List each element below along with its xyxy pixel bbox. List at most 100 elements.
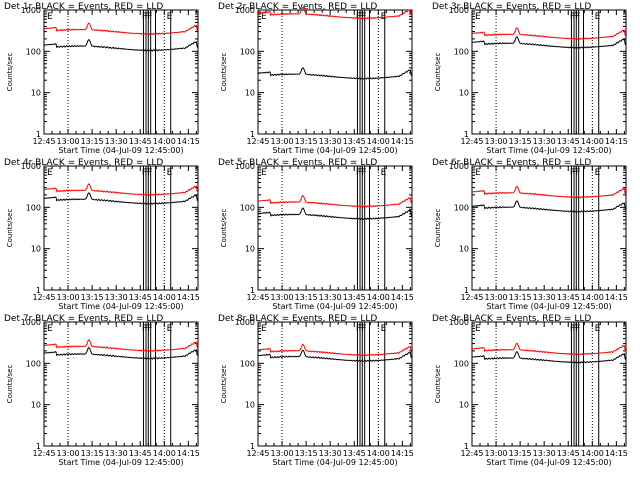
x-tick-label: 14:00 [367,293,390,302]
y-tick-label: 10 [459,401,469,410]
x-tick-label: 13:30 [105,449,128,458]
flag-label: F [142,324,147,334]
y-tick-label: 1 [250,130,255,139]
flag-label: E [47,324,53,334]
panel-title: Det 9r BLACK = Events, RED = LLD [432,314,591,324]
plot-frame [43,165,199,291]
x-tick-label: 14:00 [367,449,390,458]
y-tick-label: 1 [464,286,469,295]
y-tick-label: 100 [240,47,255,56]
flag-label: E [167,12,173,22]
flag-label: F [361,324,366,334]
y-tick-label: 1000 [235,318,255,327]
y-tick-label: 100 [240,359,255,368]
x-tick-label: 13:00 [57,449,80,458]
x-tick-label: 13:15 [509,293,532,302]
y-tick-label: 100 [26,47,41,56]
y-axis-label: Counts/sec [434,209,442,248]
y-tick-label: 1000 [21,6,41,15]
flag-label: F [147,324,152,334]
y-tick-label: 10 [245,245,255,254]
x-axis-label: Start Time (04-Jul-09 12:45:00) [58,146,183,155]
panel-6: Det 6r BLACK = Events, RED = LLD 1 10 100 10… [432,158,628,311]
panel-2: Det 2r BLACK = Events, RED = LLD 1 10 100 10… [218,2,414,155]
lld-series-line [257,343,413,357]
x-tick-label: 13:45 [343,449,366,458]
y-tick-label: 100 [240,203,255,212]
y-axis-label: Counts/sec [6,365,14,404]
y-tick-label: 100 [454,203,469,212]
y-axis-label: Counts/sec [6,53,14,92]
y-tick-label: 10 [459,89,469,98]
flag-label: F [359,12,364,22]
plot-frame [471,9,627,135]
x-tick-label: 13:30 [533,449,556,458]
x-tick-label: 13:15 [295,293,318,302]
flag-label: F [145,168,150,178]
flag-label: F [570,324,575,334]
x-tick-label: 13:00 [57,293,80,302]
x-tick-label: 12:45 [246,293,269,302]
x-tick-label: 14:15 [177,449,200,458]
x-tick-label: 14:15 [177,137,200,146]
events-series-line [257,67,413,80]
panel-title: Det 5r BLACK = Events, RED = LLD [218,158,377,168]
events-series-line [257,349,413,363]
x-axis-label: Start Time (04-Jul-09 12:45:00) [486,458,611,467]
y-axis-label: Counts/sec [220,209,228,248]
x-tick-label: 12:45 [460,137,483,146]
x-tick-label: 14:00 [581,449,604,458]
x-tick-label: 12:45 [246,137,269,146]
flag-label: F [573,12,578,22]
flag-label: E [261,168,267,178]
flag-label: E [47,168,53,178]
y-tick-label: 10 [459,245,469,254]
y-axis-label: Counts/sec [6,209,14,248]
panel-8: Det 8r BLACK = Events, RED = LLD 1 10 100 10… [218,314,414,467]
lld-series-line [471,185,627,199]
y-axis-label: Counts/sec [220,365,228,404]
panel-5: Det 5r BLACK = Events, RED = LLD 1 10 100 10… [218,158,414,311]
flag-label: F [575,12,580,22]
lld-series-line [43,22,199,36]
x-tick-label: 13:00 [271,137,294,146]
plot-frame [471,165,627,291]
y-tick-label: 100 [454,359,469,368]
flag-label: F [147,12,152,22]
y-tick-label: 10 [245,401,255,410]
flag-label: F [570,12,575,22]
panel-title: Det 1r BLACK = Events, RED = LLD [4,2,163,12]
y-tick-label: 1 [36,286,41,295]
flag-label: F [356,168,361,178]
x-tick-label: 13:30 [319,293,342,302]
y-axis-label: Counts/sec [434,53,442,92]
x-tick-label: 13:15 [81,293,104,302]
x-tick-label: 14:00 [153,449,176,458]
flag-label: E [261,324,267,334]
lld-series-line [43,183,199,197]
flag-label: E [167,324,173,334]
plot-frame [257,165,413,291]
flag-label: E [475,12,481,22]
y-tick-label: 1 [250,442,255,451]
panel-4: Det 4r BLACK = Events, RED = LLD 1 10 100 10… [4,158,200,311]
flag-label: E [381,168,387,178]
x-tick-label: 13:15 [295,449,318,458]
y-tick-label: 10 [31,401,41,410]
x-axis-label: Start Time (04-Jul-09 12:45:00) [272,146,397,155]
x-tick-label: 13:15 [509,449,532,458]
y-tick-label: 10 [31,89,41,98]
y-axis-label: Counts/sec [220,53,228,92]
events-series-line [471,200,627,213]
flag-label: E [261,12,267,22]
panel-title: Det 6r BLACK = Events, RED = LLD [432,158,591,168]
events-series-line [257,207,413,221]
x-tick-label: 14:15 [605,293,628,302]
flag-label: F [356,12,361,22]
y-tick-label: 100 [26,359,41,368]
flag-label: E [595,324,601,334]
panel-title: Det 8r BLACK = Events, RED = LLD [218,314,377,324]
plot-frame [471,321,627,447]
x-tick-label: 13:30 [319,137,342,146]
